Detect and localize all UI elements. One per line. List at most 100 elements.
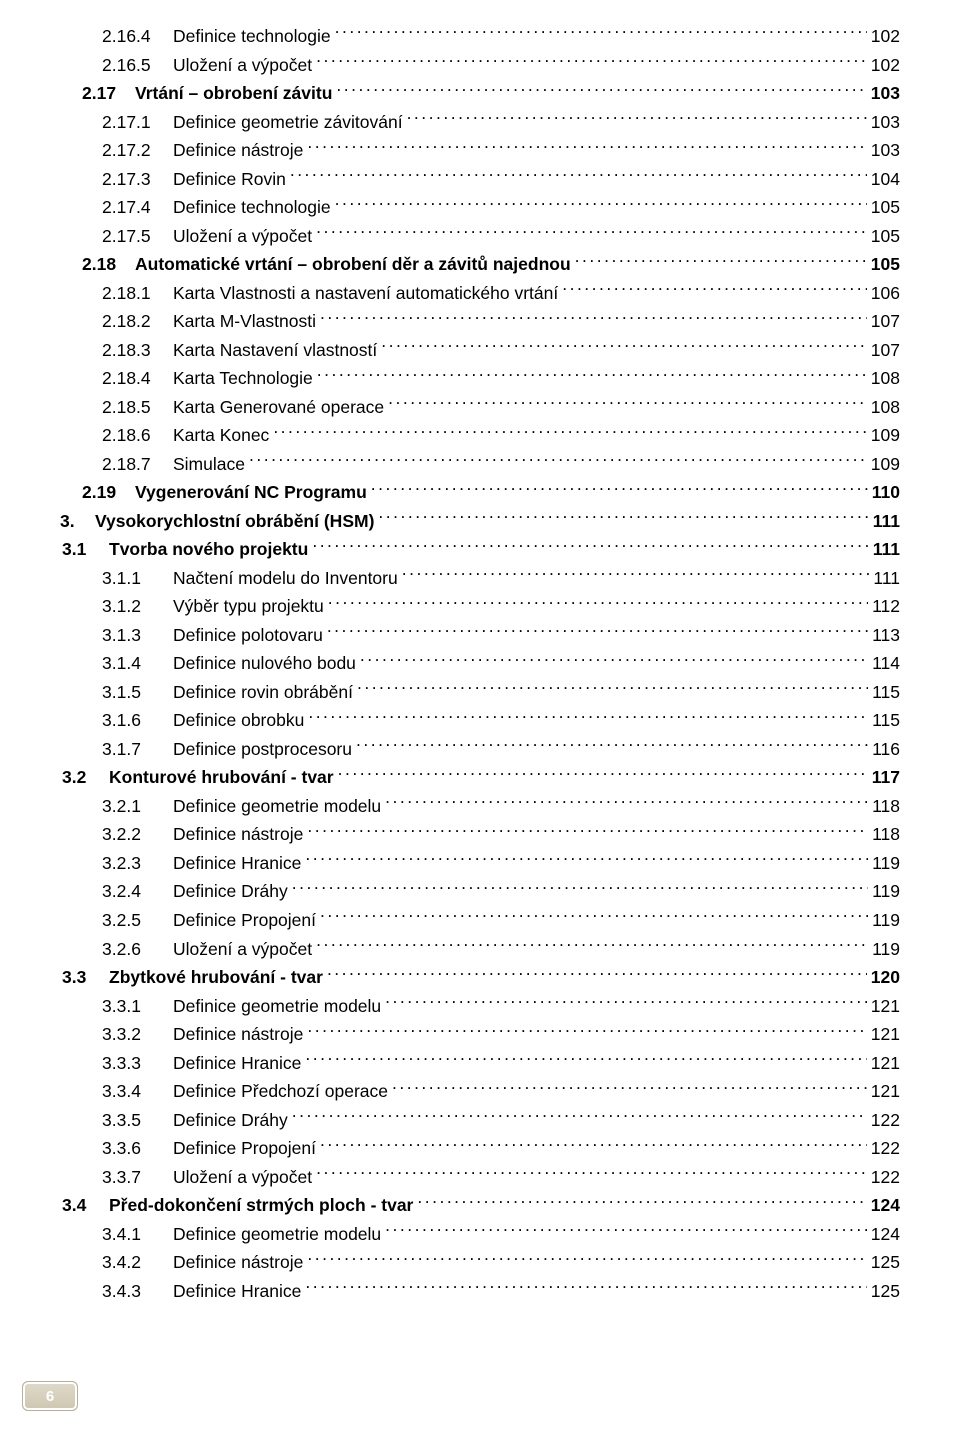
- toc-entry-title: Definice polotovaru: [173, 621, 323, 650]
- toc-entry-number: 2.17.4: [102, 193, 166, 222]
- toc-entry[interactable]: 2.16.4Definice technologie 102: [60, 22, 900, 51]
- toc-entry-number: 3.4.2: [102, 1248, 166, 1277]
- toc-entry-number: 3.4.1: [102, 1220, 166, 1249]
- toc-entry[interactable]: 3.4.1Definice geometrie modelu 124: [60, 1220, 900, 1249]
- toc-leader-dots: [316, 224, 867, 242]
- toc-entry[interactable]: 2.18.2Karta M-Vlastnosti 107: [60, 307, 900, 336]
- toc-leader-dots: [320, 908, 868, 926]
- toc-entry[interactable]: 3.3.1Definice geometrie modelu 121: [60, 992, 900, 1021]
- toc-entry[interactable]: 3.3.4Definice Předchozí operace 121: [60, 1077, 900, 1106]
- toc-entry-number: 2.17.5: [102, 222, 166, 251]
- toc-entry-title: Definice geometrie modelu: [173, 1220, 381, 1249]
- toc-entry[interactable]: 2.17.5Uložení a výpočet 105: [60, 222, 900, 251]
- toc-entry[interactable]: 3.1.4Definice nulového bodu 114: [60, 649, 900, 678]
- toc-entry[interactable]: 2.18.4Karta Technologie 108: [60, 364, 900, 393]
- toc-entry-number: 3.1.6: [102, 706, 166, 735]
- toc-entry[interactable]: 3.4Před-dokončení strmých ploch - tvar 1…: [60, 1191, 900, 1220]
- toc-entry-number: 3.1.4: [102, 649, 166, 678]
- toc-entry[interactable]: 3.3.2Definice nástroje 121: [60, 1020, 900, 1049]
- toc-entry[interactable]: 2.18.3Karta Nastavení vlastností 107: [60, 336, 900, 365]
- toc-entry[interactable]: 2.17.2Definice nástroje 103: [60, 136, 900, 165]
- toc-leader-dots: [357, 680, 868, 698]
- toc-entry[interactable]: 3.1Tvorba nového projektu 111: [60, 535, 900, 564]
- toc-entry-page: 110: [872, 478, 900, 507]
- toc-entry[interactable]: 2.17.4Definice technologie 105: [60, 193, 900, 222]
- toc-leader-dots: [305, 1051, 866, 1069]
- toc-entry[interactable]: 2.17Vrtání – obrobení závitu 103: [60, 79, 900, 108]
- toc-leader-dots: [575, 253, 867, 271]
- toc-entry[interactable]: 3.3.6Definice Propojení 122: [60, 1134, 900, 1163]
- toc-leader-dots: [320, 310, 867, 328]
- toc-entry-title: Definice Dráhy: [173, 1106, 288, 1135]
- toc-entry[interactable]: 3.2Konturové hrubování - tvar 117: [60, 763, 900, 792]
- toc-entry-page: 103: [871, 108, 900, 137]
- toc-leader-dots: [335, 196, 867, 214]
- toc-entry[interactable]: 2.18.6Karta Konec 109: [60, 421, 900, 450]
- toc-entry[interactable]: 2.18.1Karta Vlastnosti a nastavení autom…: [60, 279, 900, 308]
- toc-entry-number: 3.3.3: [102, 1049, 166, 1078]
- toc-leader-dots: [305, 851, 868, 869]
- toc-entry-number: 3.1.5: [102, 678, 166, 707]
- toc-entry-title: Uložení a výpočet: [173, 222, 312, 251]
- toc-entry-number: 3.2.4: [102, 877, 166, 906]
- toc-entry-page: 105: [871, 222, 900, 251]
- toc-entry-title: Načtení modelu do Inventoru: [173, 564, 398, 593]
- toc-entry-page: 125: [871, 1248, 900, 1277]
- toc-entry[interactable]: 3.Vysokorychlostní obrábění (HSM) 111: [60, 507, 900, 536]
- toc-entry-title: Definice Propojení: [173, 906, 316, 935]
- toc-leader-dots: [273, 424, 866, 442]
- toc-entry-number: 2.17.1: [102, 108, 166, 137]
- toc-entry-title: Definice nástroje: [173, 820, 303, 849]
- toc-entry-title: Definice nástroje: [173, 136, 303, 165]
- toc-entry[interactable]: 3.2.5Definice Propojení 119: [60, 906, 900, 935]
- toc-entry-page: 122: [871, 1163, 900, 1192]
- toc-entry[interactable]: 2.19Vygenerování NC Programu 110: [60, 478, 900, 507]
- toc-entry-page: 111: [873, 564, 900, 593]
- toc-entry-page: 109: [871, 450, 900, 479]
- toc-entry[interactable]: 3.4.3Definice Hranice 125: [60, 1277, 900, 1306]
- toc-entry[interactable]: 2.16.5Uložení a výpočet 102: [60, 51, 900, 80]
- toc-entry[interactable]: 2.17.3Definice Rovin 104: [60, 165, 900, 194]
- toc-entry[interactable]: 2.17.1Definice geometrie závitování 103: [60, 108, 900, 137]
- toc-entry-page: 112: [872, 592, 900, 621]
- toc-entry-page: 114: [872, 649, 900, 678]
- toc-entry-page: 120: [871, 963, 900, 992]
- toc-entry-number: 3.3.5: [102, 1106, 166, 1135]
- toc-entry[interactable]: 3.2.3Definice Hranice 119: [60, 849, 900, 878]
- toc-entry-page: 107: [871, 307, 900, 336]
- toc-leader-dots: [316, 937, 868, 955]
- toc-entry[interactable]: 3.1.6Definice obrobku 115: [60, 706, 900, 735]
- toc-entry-title: Vrtání – obrobení závitu: [135, 79, 332, 108]
- toc-entry[interactable]: 3.4.2Definice nástroje 125: [60, 1248, 900, 1277]
- toc-entry-title: Definice nulového bodu: [173, 649, 356, 678]
- toc-leader-dots: [407, 110, 867, 128]
- toc-entry[interactable]: 3.1.5Definice rovin obrábění 115: [60, 678, 900, 707]
- toc-entry[interactable]: 3.3.3Definice Hranice 121: [60, 1049, 900, 1078]
- toc-entry[interactable]: 3.2.6Uložení a výpočet 119: [60, 935, 900, 964]
- toc-entry[interactable]: 3.2.4Definice Dráhy 119: [60, 877, 900, 906]
- toc-entry[interactable]: 3.2.2Definice nástroje 118: [60, 820, 900, 849]
- toc-entry-page: 113: [872, 621, 900, 650]
- toc-entry[interactable]: 2.18.7Simulace 109: [60, 450, 900, 479]
- toc-leader-dots: [417, 1194, 866, 1212]
- toc-entry[interactable]: 3.3Zbytkové hrubování - tvar 120: [60, 963, 900, 992]
- toc-entry-number: 2.17.2: [102, 136, 166, 165]
- toc-entry-number: 3.2.1: [102, 792, 166, 821]
- toc-entry[interactable]: 3.1.7Definice postprocesoru 116: [60, 735, 900, 764]
- toc-entry[interactable]: 2.18Automatické vrtání – obrobení děr a …: [60, 250, 900, 279]
- toc-leader-dots: [338, 766, 868, 784]
- toc-entry[interactable]: 3.3.5Definice Dráhy 122: [60, 1106, 900, 1135]
- toc-entry-page: 124: [871, 1191, 900, 1220]
- toc-entry-number: 2.19: [82, 478, 128, 507]
- toc-entry[interactable]: 3.2.1Definice geometrie modelu 118: [60, 792, 900, 821]
- toc-entry[interactable]: 3.1.3Definice polotovaru 113: [60, 621, 900, 650]
- toc-entry-title: Definice Rovin: [173, 165, 286, 194]
- toc-entry[interactable]: 3.3.7Uložení a výpočet 122: [60, 1163, 900, 1192]
- toc-entry-page: 122: [871, 1106, 900, 1135]
- toc-entry[interactable]: 3.1.2Výběr typu projektu 112: [60, 592, 900, 621]
- toc-leader-dots: [385, 794, 868, 812]
- toc-leader-dots: [327, 966, 867, 984]
- toc-entry[interactable]: 3.1.1Načtení modelu do Inventoru 111: [60, 564, 900, 593]
- toc-entry[interactable]: 2.18.5Karta Generované operace 108: [60, 393, 900, 422]
- toc-entry-number: 3.3.1: [102, 992, 166, 1021]
